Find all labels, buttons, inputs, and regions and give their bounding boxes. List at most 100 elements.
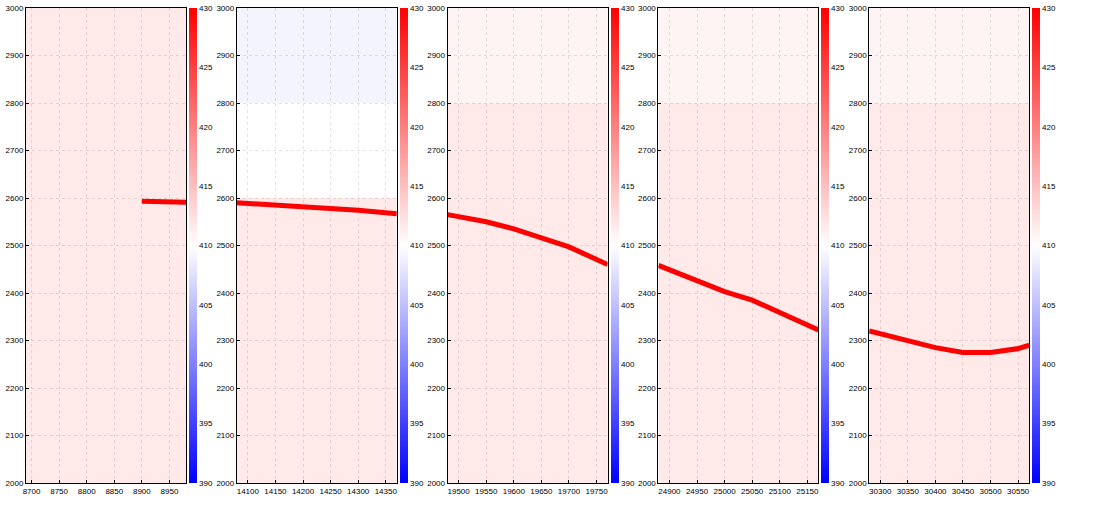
svg-text:410: 410 [410,241,424,250]
svg-text:430: 430 [410,4,424,13]
svg-text:405: 405 [621,301,635,310]
svg-text:2100: 2100 [849,431,867,440]
svg-text:410: 410 [1042,241,1056,250]
svg-text:3000: 3000 [849,4,867,13]
svg-text:3000: 3000 [638,4,656,13]
svg-text:390: 390 [831,479,845,488]
svg-text:14300: 14300 [347,487,370,496]
svg-text:410: 410 [621,241,635,250]
svg-text:2300: 2300 [427,336,445,345]
svg-text:3000: 3000 [427,4,445,13]
svg-text:2400: 2400 [849,289,867,298]
svg-text:395: 395 [199,419,213,428]
svg-text:395: 395 [831,419,845,428]
svg-text:2600: 2600 [427,194,445,203]
svg-text:3000: 3000 [6,4,24,13]
svg-text:25050: 25050 [741,487,764,496]
svg-text:430: 430 [621,4,635,13]
svg-text:2700: 2700 [849,146,867,155]
svg-text:2700: 2700 [638,146,656,155]
svg-text:415: 415 [1042,182,1056,191]
svg-text:410: 410 [831,241,845,250]
svg-text:30300: 30300 [869,487,892,496]
svg-text:390: 390 [410,479,424,488]
svg-text:430: 430 [199,4,213,13]
svg-text:30350: 30350 [897,487,920,496]
svg-text:2900: 2900 [849,51,867,60]
svg-text:420: 420 [831,123,845,132]
svg-text:19500: 19500 [448,487,471,496]
svg-text:14350: 14350 [375,487,398,496]
svg-text:2100: 2100 [6,431,24,440]
svg-text:2600: 2600 [6,194,24,203]
svg-text:425: 425 [199,63,213,72]
svg-text:14250: 14250 [319,487,342,496]
svg-text:2200: 2200 [216,384,234,393]
svg-text:2900: 2900 [427,51,445,60]
svg-text:400: 400 [831,360,845,369]
svg-text:2800: 2800 [427,99,445,108]
svg-text:405: 405 [831,301,845,310]
svg-text:405: 405 [410,301,424,310]
svg-text:415: 415 [831,182,845,191]
svg-text:420: 420 [621,123,635,132]
svg-text:2400: 2400 [216,289,234,298]
svg-text:2300: 2300 [638,336,656,345]
svg-text:2700: 2700 [216,146,234,155]
svg-text:2500: 2500 [6,241,24,250]
svg-text:415: 415 [199,182,213,191]
svg-text:2500: 2500 [427,241,445,250]
svg-text:8950: 8950 [161,487,179,496]
svg-text:2800: 2800 [6,99,24,108]
svg-text:2600: 2600 [638,194,656,203]
svg-text:425: 425 [621,63,635,72]
svg-text:395: 395 [410,419,424,428]
svg-text:390: 390 [199,479,213,488]
svg-text:19600: 19600 [503,487,526,496]
svg-text:2700: 2700 [6,146,24,155]
svg-text:8900: 8900 [133,487,151,496]
svg-text:2500: 2500 [849,241,867,250]
svg-text:19750: 19750 [585,487,608,496]
svg-text:2200: 2200 [638,384,656,393]
svg-text:400: 400 [621,360,635,369]
svg-text:19650: 19650 [530,487,553,496]
svg-text:425: 425 [1042,63,1056,72]
svg-text:2200: 2200 [849,384,867,393]
svg-text:14150: 14150 [264,487,287,496]
svg-text:24900: 24900 [658,487,681,496]
svg-text:30550: 30550 [1007,487,1030,496]
svg-text:425: 425 [831,63,845,72]
svg-text:2300: 2300 [849,336,867,345]
svg-text:2400: 2400 [638,289,656,298]
svg-text:420: 420 [410,123,424,132]
svg-text:415: 415 [410,182,424,191]
svg-text:410: 410 [199,241,213,250]
svg-text:2900: 2900 [638,51,656,60]
svg-text:2000: 2000 [6,479,24,488]
svg-text:420: 420 [1042,123,1056,132]
svg-text:390: 390 [1042,479,1056,488]
svg-text:30450: 30450 [952,487,975,496]
svg-text:2800: 2800 [216,99,234,108]
svg-text:400: 400 [1042,360,1056,369]
svg-text:2100: 2100 [216,431,234,440]
svg-text:2600: 2600 [216,194,234,203]
svg-text:2400: 2400 [427,289,445,298]
svg-text:2800: 2800 [638,99,656,108]
svg-text:2000: 2000 [849,479,867,488]
svg-text:8750: 8750 [50,487,68,496]
svg-text:2500: 2500 [216,241,234,250]
svg-text:25000: 25000 [713,487,736,496]
svg-text:430: 430 [831,4,845,13]
svg-text:8800: 8800 [78,487,96,496]
svg-text:2800: 2800 [849,99,867,108]
svg-text:2300: 2300 [216,336,234,345]
svg-text:2000: 2000 [216,479,234,488]
svg-text:19700: 19700 [558,487,581,496]
svg-text:2700: 2700 [427,146,445,155]
svg-text:415: 415 [621,182,635,191]
svg-text:400: 400 [410,360,424,369]
svg-text:2900: 2900 [6,51,24,60]
svg-text:400: 400 [199,360,213,369]
